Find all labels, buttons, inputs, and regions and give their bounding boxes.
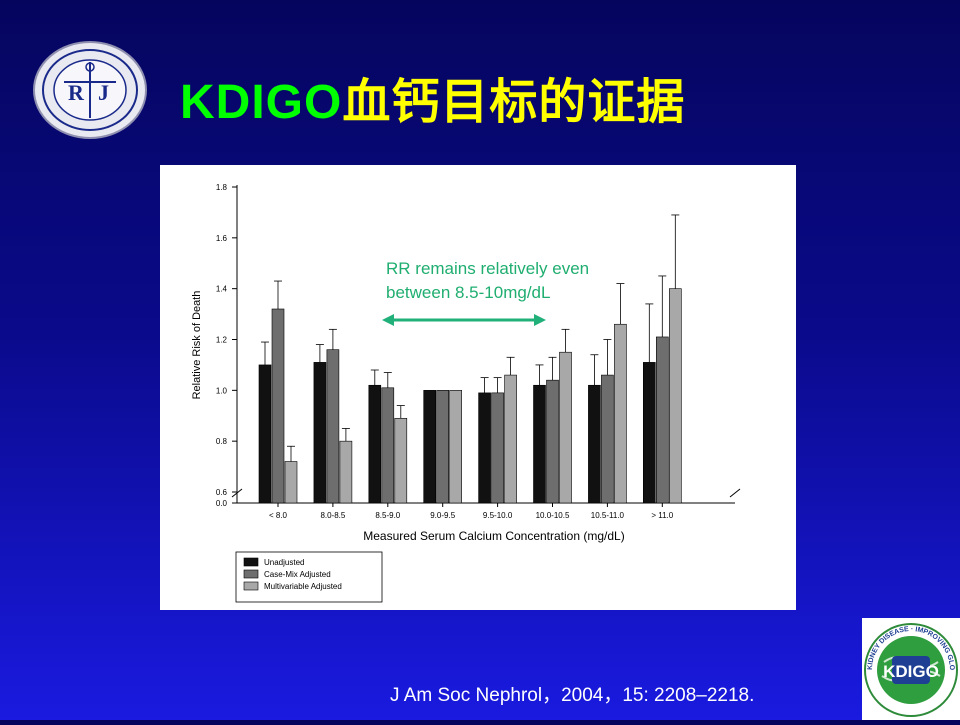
bar-chart: 0.0 0.6 0.8 1.0 1.2 1.4 1.6 1.8 Relative Risk of… [191, 183, 741, 603]
logo-letter-j: J [98, 80, 109, 105]
title-en: KDIGO [180, 76, 343, 129]
bar-case-mix-adjusted-5 [546, 379, 559, 504]
bar-multivariable-adjusted-5 [559, 351, 572, 504]
y-tick-label-3: 1.0 [216, 386, 228, 395]
bar-unadjusted-6 [588, 384, 601, 504]
y-tick-label-5: 1.4 [216, 285, 228, 294]
x-tick-label-5: 10.0-10.5 [536, 511, 570, 520]
title-cn: 血钙目标的证据 [342, 76, 686, 129]
kdigo-logo-text: KDIGO [883, 662, 939, 681]
bar-unadjusted-0 [258, 364, 272, 504]
bar-multivariable-adjusted-2 [394, 417, 408, 504]
x-tick-label-3: 9.0-9.5 [430, 511, 455, 520]
citation: J Am Soc Nephrol，2004，15: 2208–2218. [390, 685, 755, 706]
bar-unadjusted-4 [478, 392, 491, 504]
bar-multivariable-adjusted-0 [284, 461, 298, 504]
legend-label-2: Multivariable Adjusted [264, 582, 342, 591]
legend-swatch-1 [243, 569, 259, 579]
x-tick-label-0: < 8.0 [269, 511, 288, 520]
chart-figure: 0.0 0.6 0.8 1.0 1.2 1.4 1.6 1.8 Relative Risk of… [160, 165, 796, 610]
annotation-arrow-head-right [534, 314, 546, 326]
x-tick-label-7: > 11.0 [651, 511, 673, 520]
bar-case-mix-adjusted-6 [601, 374, 614, 504]
bar-unadjusted-2 [368, 384, 382, 504]
bar-multivariable-adjusted-3 [449, 390, 463, 504]
x-tick-label-4: 9.5-10.0 [483, 511, 513, 520]
bar-case-mix-adjusted-1 [326, 349, 340, 504]
x-tick-label-1: 8.0-8.5 [320, 511, 345, 520]
axis-break-mark-left [231, 488, 243, 498]
y-tick-label-2: 0.8 [216, 437, 228, 446]
legend-label-0: Unadjusted [264, 558, 304, 567]
axis-break-mark-right [729, 488, 741, 498]
bar-case-mix-adjusted-3 [436, 390, 450, 504]
bar-multivariable-adjusted-1 [339, 440, 353, 504]
y-tick-label-1: 0.6 [216, 488, 228, 497]
kdigo-logo: KDIGO KIDNEY DISEASE · IMPROVING GLOBAL … [859, 613, 960, 720]
legend-swatch-2 [243, 581, 259, 591]
bar-unadjusted-5 [533, 384, 546, 504]
bar-unadjusted-7 [642, 362, 656, 504]
logo-letter-r: R [68, 80, 85, 105]
y-axis-label: Relative Risk of Death [191, 291, 203, 400]
annotation-arrow-head-left [382, 314, 394, 326]
bar-case-mix-adjusted-7 [655, 336, 669, 504]
bar-multivariable-adjusted-4 [504, 374, 517, 504]
y-tick-label-7: 1.8 [216, 183, 228, 192]
slide-title: KDIGO血钙目标的证据 [180, 62, 685, 132]
bar-case-mix-adjusted-2 [381, 387, 395, 504]
legend-swatch-0 [243, 557, 259, 567]
legend-box [235, 551, 383, 603]
chart-annotation: RR remains relatively even between 8.5-1… [386, 259, 590, 302]
bar-unadjusted-3 [423, 390, 437, 504]
y-tick-label-6: 1.6 [216, 234, 228, 243]
bar-multivariable-adjusted-6 [614, 323, 627, 504]
x-axis-label: Measured Serum Calcium Concentration (mg… [363, 529, 624, 543]
bar-case-mix-adjusted-0 [271, 308, 285, 504]
y-tick-label-4: 1.2 [216, 336, 228, 345]
x-tick-label-6: 10.5-11.0 [591, 511, 625, 520]
y-tick-label-0: 0.0 [216, 499, 228, 508]
rj-logo: R J [32, 40, 148, 140]
x-tick-label-2: 8.5-9.0 [375, 511, 400, 520]
legend-label-1: Case-Mix Adjusted [264, 570, 331, 579]
bar-case-mix-adjusted-4 [491, 392, 504, 504]
bar-multivariable-adjusted-7 [668, 288, 682, 504]
bar-unadjusted-1 [313, 362, 327, 504]
